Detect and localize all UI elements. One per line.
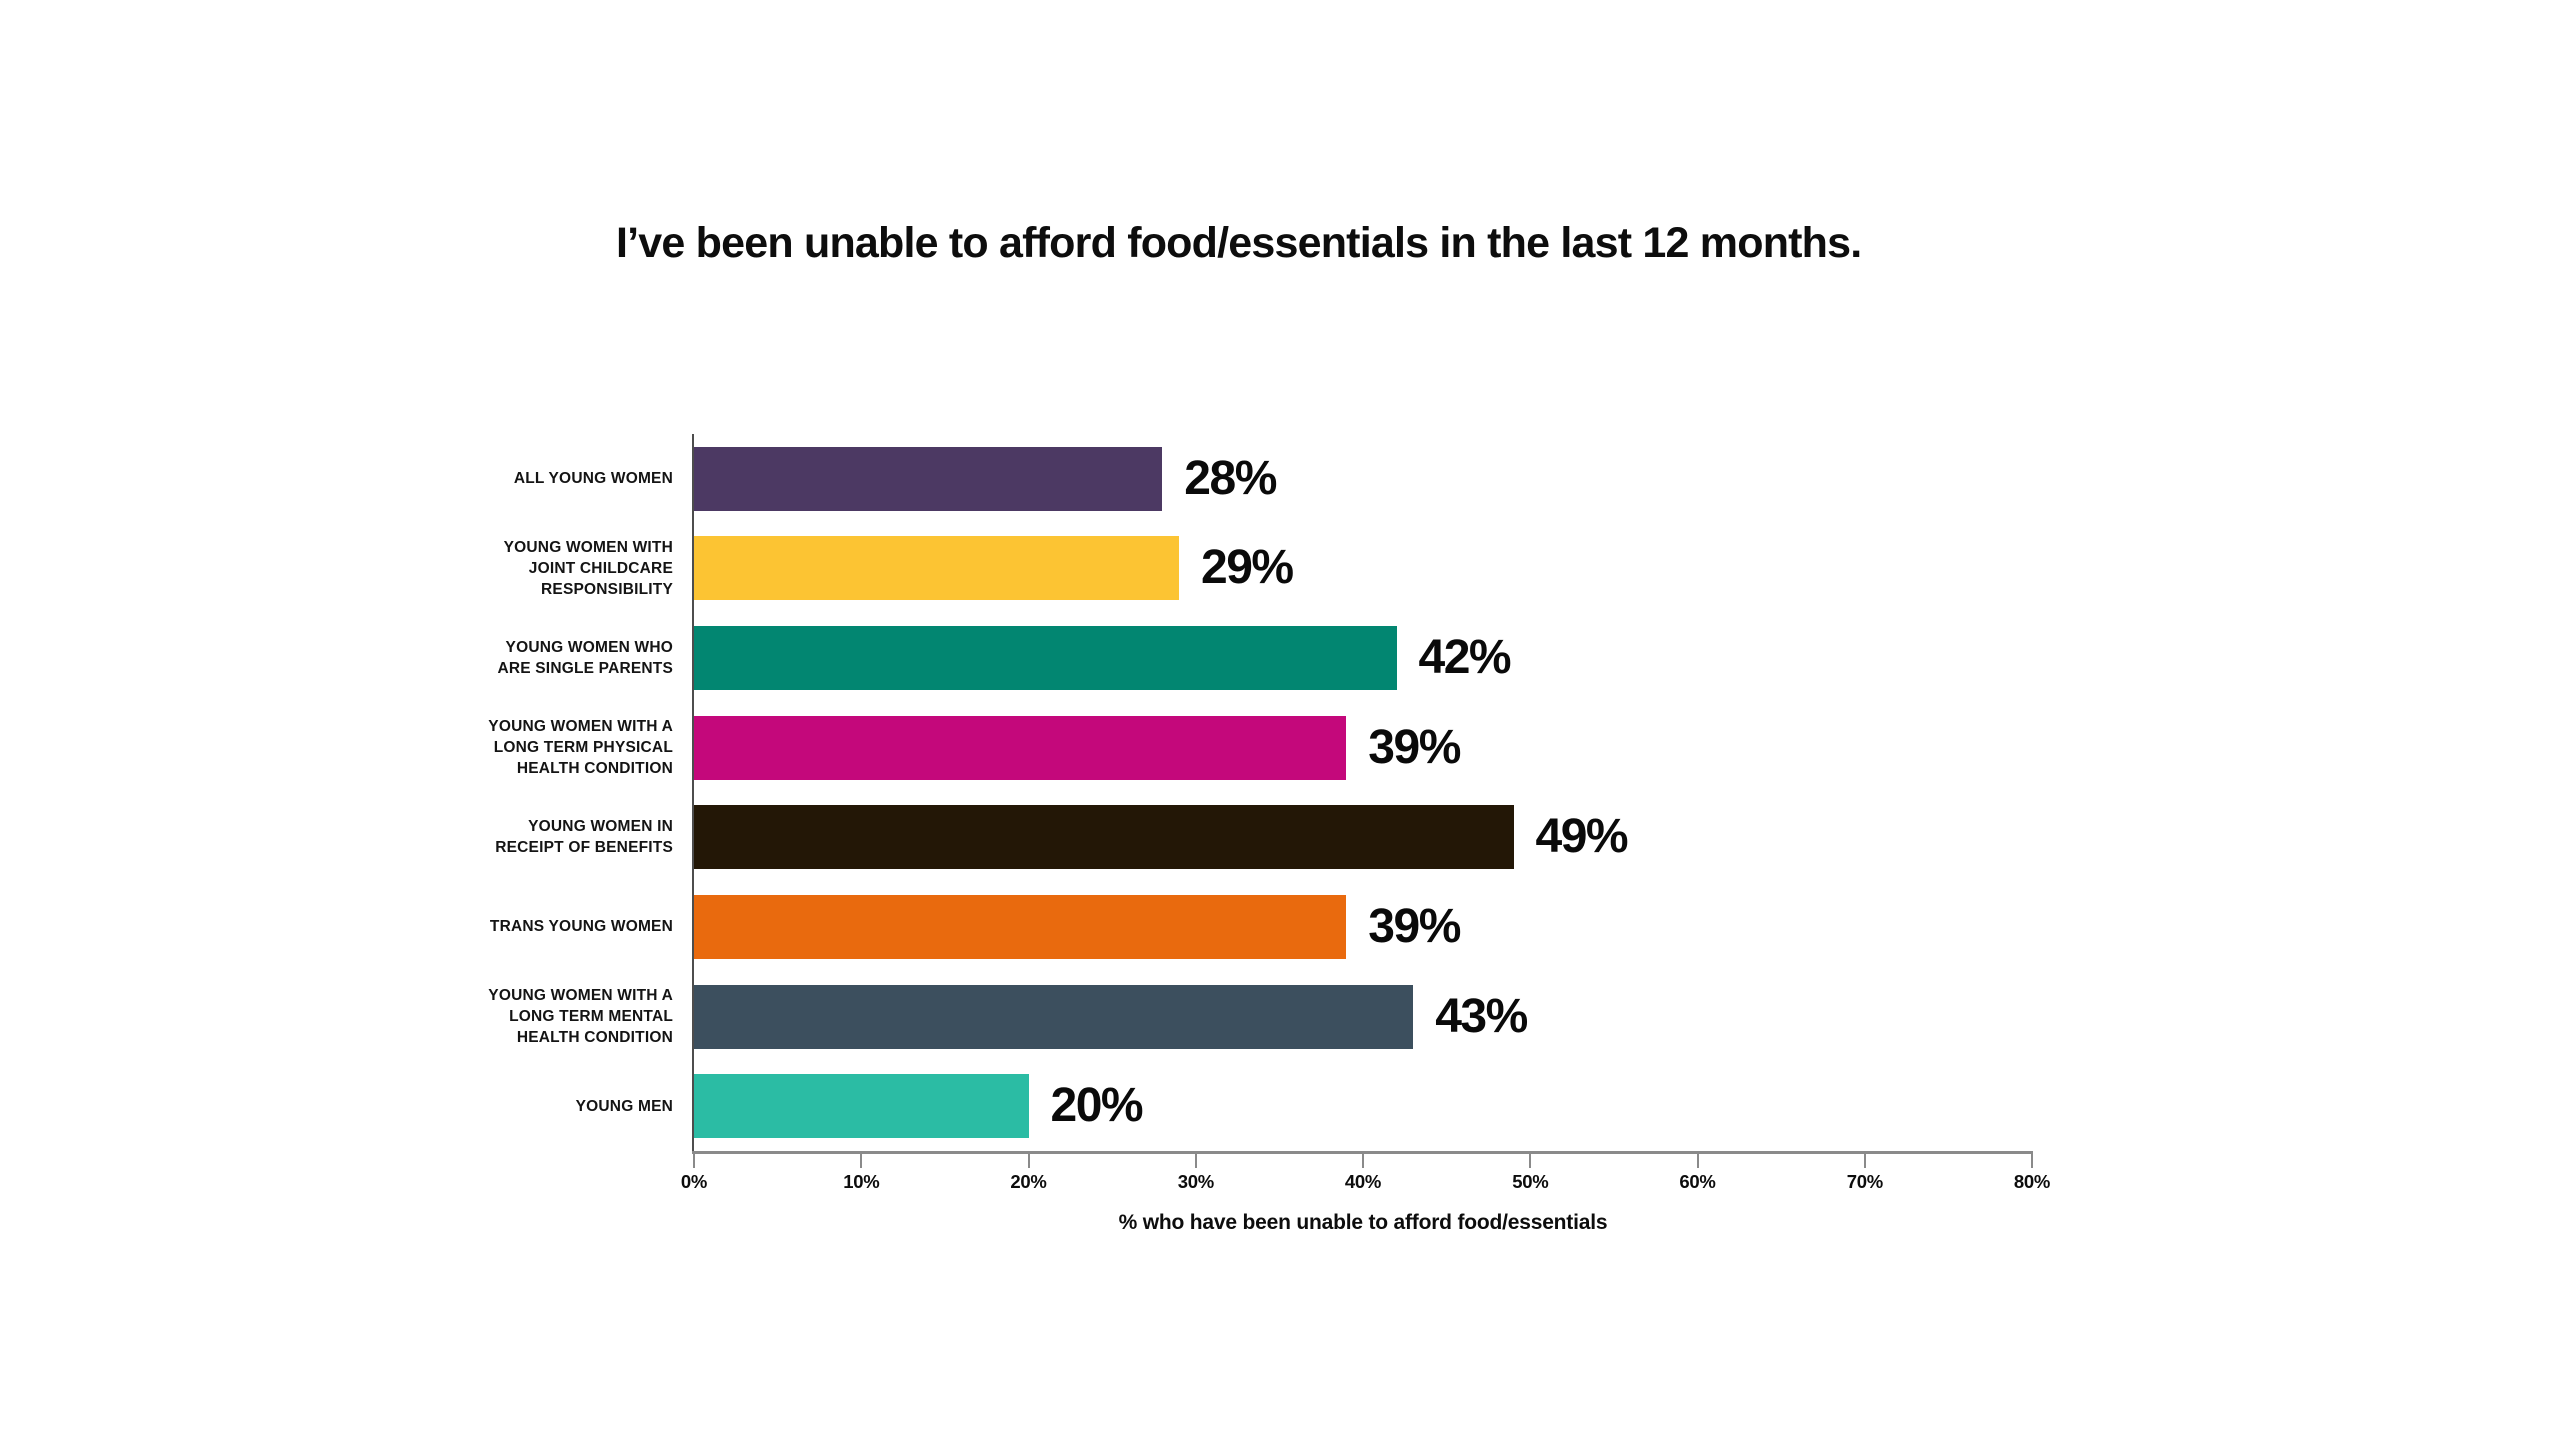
value-label: 42% — [1418, 631, 1512, 685]
axis-tick — [860, 1154, 863, 1168]
bar — [694, 715, 1347, 780]
value-label: 28% — [1184, 451, 1277, 505]
bar-row: TRANS YOUNG WOMEN 39% — [490, 882, 2032, 972]
x-axis-line — [692, 1151, 2033, 1154]
bar-rows: ALL YOUNG WOMEN 28% YOUNG WOMEN WITH JOINT … — [488, 434, 2032, 1151]
value-label: 29% — [1201, 541, 1294, 595]
category-label: YOUNG MEN — [343, 1096, 673, 1117]
bar — [694, 894, 1347, 959]
category-label: TRANS YOUNG WOMEN — [343, 916, 673, 937]
bar — [694, 805, 1514, 870]
x-axis-label: % who have been unable to afford food/es… — [1118, 1211, 1608, 1234]
category-label: YOUNG WOMEN WITH A LONG TERM MENTAL HEALTH… — [343, 985, 673, 1048]
category-label-line: JOINT CHILDCARE — [528, 559, 673, 577]
quote-marks-logo — [510, 197, 597, 287]
category-label-line: TRANS YOUNG WOMEN — [489, 918, 673, 936]
axis-tick — [693, 1154, 695, 1168]
category-label-line: HEALTH CONDITION — [516, 1029, 673, 1047]
category-label-line: LONG TERM MENTAL — [509, 1008, 673, 1026]
bar — [694, 1074, 1029, 1139]
value-label: 39% — [1368, 899, 1461, 953]
category-label-line: ARE SINGLE PARENTS — [497, 660, 673, 678]
bar-row: YOUNG WOMEN WHO ARE SINGLE PARENTS 42% — [497, 613, 2032, 703]
bar-row: YOUNG WOMEN WITH A LONG TERM MENTAL HEALTH… — [488, 972, 2032, 1062]
category-label-line: YOUNG WOMEN WITH A — [488, 718, 673, 736]
bar-row: ALL YOUNG WOMEN 28% — [514, 434, 2032, 524]
axis-tick-label: 10% — [843, 1171, 880, 1192]
category-label-line: RESPONSIBILITY — [541, 580, 673, 598]
axis-tick-label: 0% — [680, 1171, 708, 1192]
bar-row: YOUNG MEN 20% — [576, 1061, 2032, 1151]
category-label: ALL YOUNG WOMEN — [343, 468, 673, 489]
axis-tick — [1027, 1154, 1030, 1168]
category-label-line: HEALTH CONDITION — [516, 760, 673, 778]
bar-chart-plot-area: ALL YOUNG WOMEN 28% YOUNG WOMEN WITH JOINT … — [488, 434, 2050, 1234]
bar — [694, 984, 1414, 1049]
category-label-line: YOUNG MEN — [575, 1097, 673, 1115]
category-label-line: ALL YOUNG WOMEN — [513, 470, 673, 488]
axis-tick-label: 80% — [2013, 1171, 2051, 1192]
axis-tick-label: 50% — [1512, 1171, 1549, 1192]
category-label-line: YOUNG WOMEN WHO — [505, 639, 673, 657]
bar-row: YOUNG WOMEN WITH A LONG TERM PHYSICAL HEAL… — [488, 703, 2032, 793]
value-label: 20% — [1050, 1079, 1144, 1133]
category-label: YOUNG WOMEN WITH JOINT CHILDCARE RESPONSIB… — [343, 537, 673, 600]
category-label-line: RECEIPT OF BENEFITS — [495, 839, 673, 857]
chart-title: I’ve been unable to afford food/essentia… — [616, 219, 1862, 267]
category-label-line: LONG TERM PHYSICAL — [493, 739, 673, 757]
category-label-line: YOUNG WOMEN WITH A — [488, 987, 673, 1005]
axis-tick-label: 70% — [1846, 1171, 1883, 1192]
axis-tick-label: 60% — [1679, 1171, 1716, 1192]
category-label: YOUNG WOMEN WITH A LONG TERM PHYSICAL HEAL… — [343, 716, 673, 779]
axis-tick — [1194, 1154, 1197, 1168]
axis-tick-label: 40% — [1344, 1171, 1382, 1192]
value-label: 43% — [1435, 989, 1528, 1043]
value-label: 49% — [1535, 810, 1629, 864]
axis-tick — [1696, 1154, 1699, 1168]
bar — [694, 446, 1163, 511]
axis-tick — [1362, 1154, 1364, 1168]
bar-row: YOUNG WOMEN IN RECEIPT OF BENEFITS 49% — [495, 793, 2032, 883]
value-label: 39% — [1368, 720, 1461, 774]
axis-tick-label: 20% — [1010, 1171, 1047, 1192]
quote-mark-icon — [555, 223, 576, 259]
y-axis-line — [692, 434, 694, 1153]
bar — [694, 626, 1397, 691]
category-label: YOUNG WOMEN IN RECEIPT OF BENEFITS — [343, 816, 673, 858]
bar — [694, 536, 1179, 601]
axis-tick — [1529, 1154, 1532, 1168]
axis-tick — [2031, 1154, 2033, 1168]
category-label-line: YOUNG WOMEN IN — [528, 818, 673, 836]
axis-tick-label: 30% — [1177, 1171, 1214, 1192]
category-label-line: YOUNG WOMEN WITH — [503, 538, 673, 556]
category-label: YOUNG WOMEN WHO ARE SINGLE PARENTS — [343, 637, 673, 679]
quote-mark-icon — [529, 223, 550, 259]
bar-row: YOUNG WOMEN WITH JOINT CHILDCARE RESPONSIB… — [504, 524, 2032, 614]
axis-tick — [1863, 1154, 1866, 1168]
